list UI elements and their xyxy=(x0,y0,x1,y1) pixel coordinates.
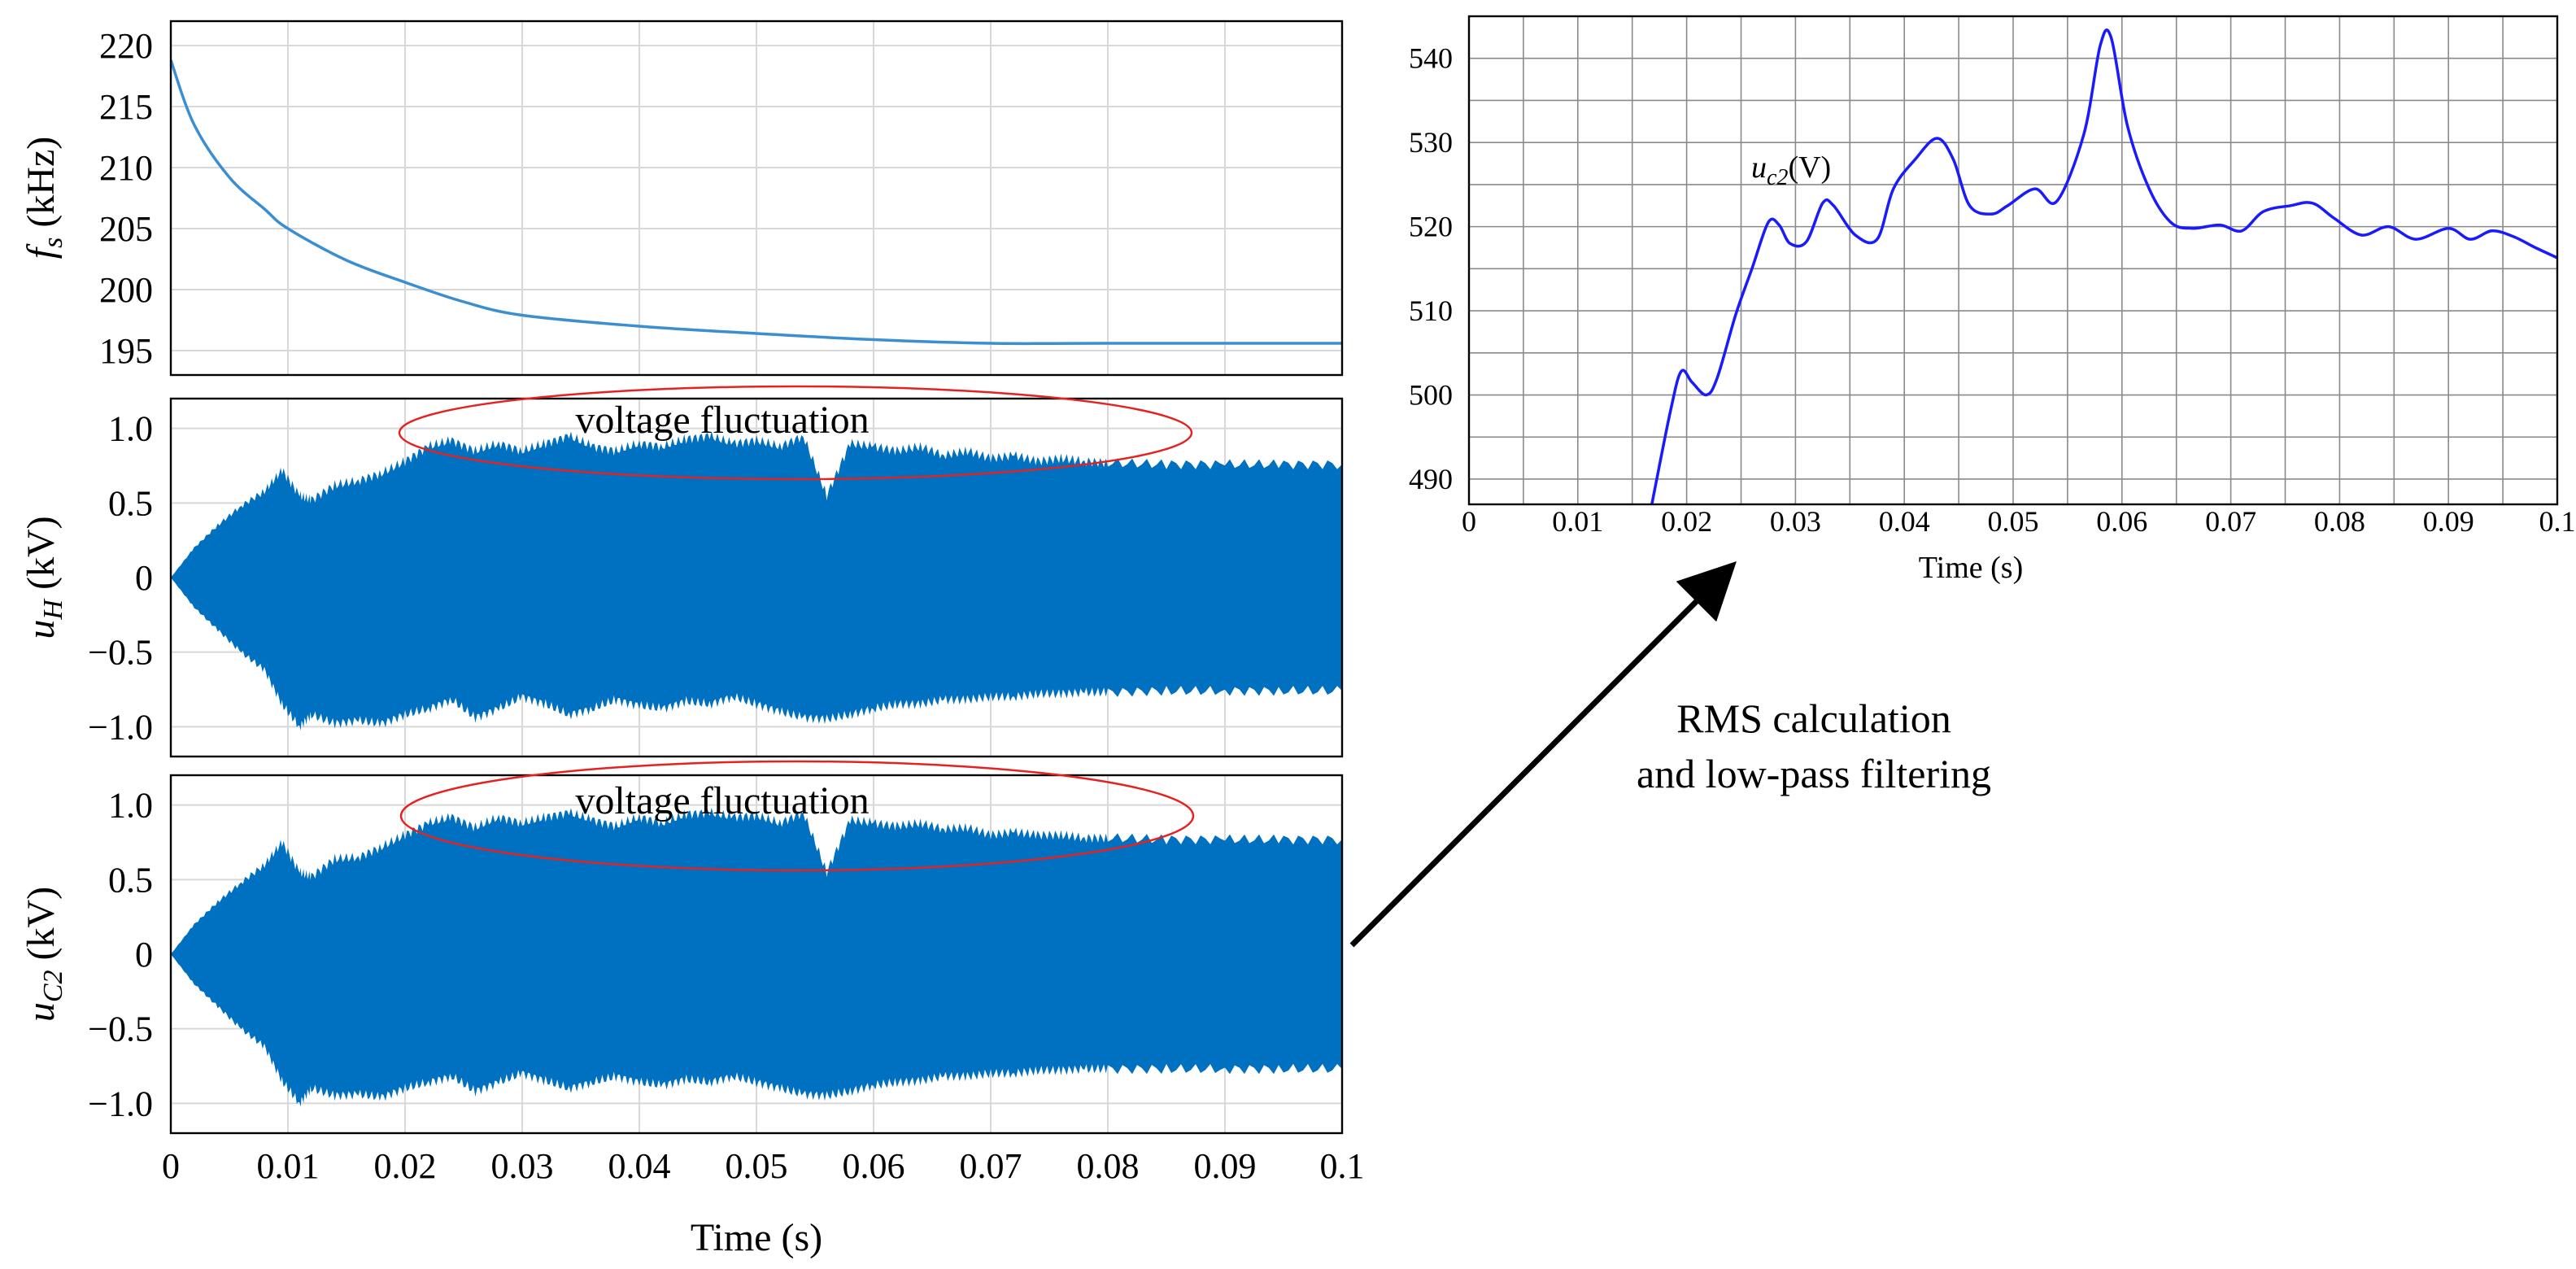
ylabel-fs-unit: (kHz) xyxy=(20,137,63,238)
ytick-label-fs-2: 205 xyxy=(99,209,153,249)
xtick-label-uC2-6: 0.06 xyxy=(843,1146,905,1186)
panel-uC2: −1.0 −0.5 0 0.5 1.0 0 0.01 0.02 0.03 0.04 0.05 0.0… xyxy=(20,760,1365,1259)
xtick-label-uc2_rms-3: 0.03 xyxy=(1770,505,1821,538)
xtick-label-uC2-5: 0.05 xyxy=(726,1146,788,1186)
annotation-uH: voltage fluctuation xyxy=(575,399,869,442)
yticks-rms: 490 500 510 520 530 540 xyxy=(1409,42,1453,495)
ytick-label-uc2_rms-1: 500 xyxy=(1409,379,1453,412)
ytick-label-uc2_rms-2: 510 xyxy=(1409,294,1453,327)
ytick-label-fs-4: 215 xyxy=(99,87,153,127)
grid-rms xyxy=(1468,16,2558,504)
ytick-label-uc2_rms-4: 530 xyxy=(1409,126,1453,159)
arrow-text-line-1: RMS calculation xyxy=(1676,696,1951,741)
yticks-uC2: −1.0 −0.5 0 0.5 1.0 xyxy=(88,786,153,1124)
ytick-label-fs-0: 195 xyxy=(99,331,153,371)
uC2-envelope-area xyxy=(171,808,1342,1107)
ytick-label-uC2-1: −0.5 xyxy=(88,1010,153,1049)
xtick-label-uc2_rms-1: 0.01 xyxy=(1552,505,1603,538)
xtick-label-uc2_rms-8: 0.08 xyxy=(2314,505,2365,538)
xtick-label-uc2_rms-4: 0.04 xyxy=(1879,505,1930,538)
frame-uC2 xyxy=(169,774,1344,1135)
annotation-uC2: voltage fluctuation xyxy=(575,779,869,822)
xtick-label-uC2-2: 0.02 xyxy=(374,1146,437,1186)
ylabel-uH: uH (kV) xyxy=(20,516,68,639)
yticks-uH: −1.0 −0.5 0 0.5 1.0 xyxy=(88,409,153,748)
yticks-fs: 195 200 205 210 215 220 xyxy=(99,26,153,371)
fluctuation-ellipse-uH xyxy=(398,385,1193,481)
ytick-label-uH-0: −1.0 xyxy=(88,707,153,747)
ylabel-uC2-sub: C2 xyxy=(38,970,68,1002)
fs-series-line xyxy=(171,59,1342,346)
uc2-rms-series-line xyxy=(1650,28,2557,504)
xtick-label-uC2-9: 0.09 xyxy=(1194,1146,1257,1186)
ylabel-uH-var: u xyxy=(20,620,63,639)
ytick-label-fs-5: 220 xyxy=(99,26,153,66)
ylabel-uC2-var: u xyxy=(20,1002,63,1022)
ylabel-uH-unit: (kV) xyxy=(20,516,63,600)
ytick-label-uc2_rms-0: 490 xyxy=(1409,463,1453,495)
xtick-label-uc2_rms-9: 0.09 xyxy=(2423,505,2474,538)
xtick-label-uc2_rms-7: 0.07 xyxy=(2205,505,2256,538)
fluctuation-ellipse-uC2 xyxy=(399,760,1195,872)
xtick-label-uC2-3: 0.03 xyxy=(491,1146,554,1186)
xtick-label-uc2_rms-2: 0.02 xyxy=(1661,505,1712,538)
ytick-label-fs-3: 210 xyxy=(99,148,153,188)
frame-uH xyxy=(169,397,1344,758)
ytick-label-uH-2: 0 xyxy=(135,558,153,598)
ytick-label-fs-1: 200 xyxy=(99,270,153,310)
ytick-label-uC2-0: −1.0 xyxy=(88,1084,153,1123)
xticks-rms: 0 0.01 0.02 0.03 0.04 0.05 0.06 0.07 0.08 0.09 0.1 xyxy=(1462,505,2576,538)
frame-fs xyxy=(169,20,1344,377)
xtick-label-uC2-4: 0.04 xyxy=(608,1146,671,1186)
xtick-label-uC2-0: 0 xyxy=(162,1146,180,1186)
xtick-label-uc2_rms-0: 0 xyxy=(1462,505,1476,538)
xtick-label-uC2-10: 0.1 xyxy=(1320,1146,1365,1186)
ytick-label-uC2-4: 1.0 xyxy=(108,786,153,826)
xtick-label-uc2_rms-10: 0.1 xyxy=(2539,505,2576,538)
xlabel-uC2: Time (s) xyxy=(691,1216,822,1259)
frame-rms xyxy=(1467,15,2559,506)
ytick-label-uC2-2: 0 xyxy=(135,935,153,975)
ylabel-uC2-unit: (kV) xyxy=(20,887,63,970)
panel-uH: −1.0 −0.5 0 0.5 1.0 voltage fluctuation uH (… xyxy=(20,385,1344,758)
ytick-label-uC2-3: 0.5 xyxy=(108,860,153,900)
uH-envelope-area xyxy=(171,431,1342,731)
annotation-rms-var: u xyxy=(1751,150,1767,185)
arrow-text-line-2: and low-pass filtering xyxy=(1637,751,1991,796)
xtick-label-uC2-8: 0.08 xyxy=(1077,1146,1140,1186)
xtick-label-uc2_rms-5: 0.05 xyxy=(1988,505,2039,538)
annotation-rms: uc2(V) xyxy=(1751,150,1831,190)
ylabel-uC2: uC2 (kV) xyxy=(20,887,68,1022)
grid-fs xyxy=(170,21,1343,375)
ylabel-fs: fs (kHz) xyxy=(20,137,68,259)
xtick-label-uC2-7: 0.07 xyxy=(960,1146,1022,1186)
arrow xyxy=(1349,561,1737,948)
ytick-label-uH-4: 1.0 xyxy=(108,409,153,449)
ytick-label-uc2_rms-3: 520 xyxy=(1409,211,1453,243)
annotation-rms-unit: (V) xyxy=(1788,150,1831,185)
ylabel-uH-sub: H xyxy=(38,598,68,621)
xlabel-rms: Time (s) xyxy=(1919,551,2023,585)
xtick-label-uc2_rms-6: 0.06 xyxy=(2096,505,2147,538)
xtick-label-uC2-1: 0.01 xyxy=(257,1146,320,1186)
panel-uc2-rms: 490 500 510 520 530 540 0 0.01 0.02 0.03 0.04 0.05… xyxy=(1409,15,2576,585)
annotation-rms-sub: c2 xyxy=(1767,165,1788,190)
xticks-uC2: 0 0.01 0.02 0.03 0.04 0.05 0.06 0.07 0.08 0.09 0.1 xyxy=(162,1146,1365,1186)
ytick-label-uH-3: 0.5 xyxy=(108,483,153,523)
ytick-label-uH-1: −0.5 xyxy=(88,633,153,673)
ytick-label-uc2_rms-5: 540 xyxy=(1409,42,1453,75)
panel-fs: 195 200 205 210 215 220 fs (kHz) xyxy=(20,20,1344,377)
ylabel-fs-sub: s xyxy=(38,238,68,248)
